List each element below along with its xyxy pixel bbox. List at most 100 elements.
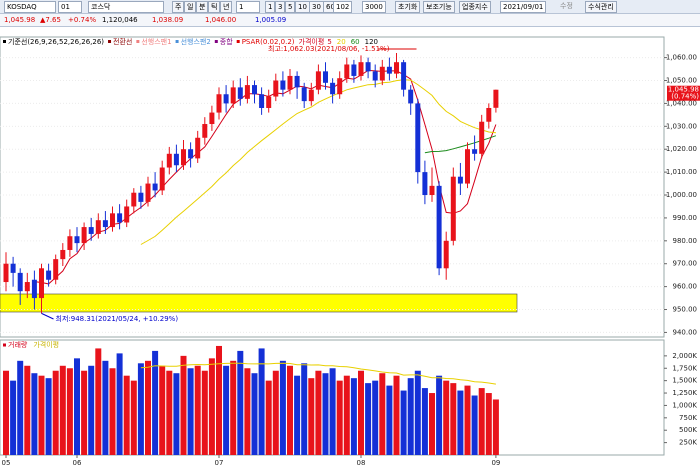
period-button[interactable]: 주 bbox=[172, 1, 185, 13]
code-input[interactable]: 01 bbox=[58, 1, 82, 13]
candle-body bbox=[188, 149, 194, 159]
minute-button[interactable]: 30 bbox=[309, 1, 324, 13]
minute-button[interactable]: 1 bbox=[265, 1, 276, 13]
v-tick-label: 1,750K bbox=[672, 364, 697, 372]
candle-body bbox=[301, 87, 307, 102]
tool-button[interactable]: 보조기능 bbox=[423, 1, 455, 13]
candle-body bbox=[216, 94, 222, 113]
candle-body bbox=[10, 263, 16, 273]
price-panel bbox=[0, 36, 665, 338]
formula-button[interactable]: 수식관리 bbox=[585, 1, 617, 13]
legend-swatch bbox=[108, 40, 112, 43]
candle-body bbox=[337, 78, 343, 95]
candle-body bbox=[31, 279, 37, 299]
legend-label: 가격이평 bbox=[299, 37, 325, 46]
volume-bar bbox=[109, 368, 116, 455]
candle-body bbox=[131, 192, 137, 207]
legend-label: 선행스팬1 bbox=[141, 37, 171, 46]
x-tick-label: 09 bbox=[491, 459, 500, 467]
volume-bar bbox=[393, 375, 400, 455]
volume-bar bbox=[429, 393, 435, 455]
candle-body bbox=[202, 124, 208, 138]
quote-low: 1,005.09 bbox=[255, 16, 287, 24]
candle-body bbox=[67, 236, 73, 250]
max-count[interactable]: 3000 bbox=[362, 1, 386, 13]
minute-button[interactable]: 5 bbox=[285, 1, 296, 13]
legend-label: 선행스팬2 bbox=[181, 37, 211, 46]
period-button[interactable]: 틱 bbox=[208, 1, 221, 13]
v-tick-label: 2,000K bbox=[672, 352, 697, 360]
legend-label: 종합 bbox=[220, 37, 233, 46]
last-price-tag bbox=[667, 85, 700, 101]
period-button[interactable]: 일 bbox=[184, 1, 197, 13]
interval-input[interactable]: 1 bbox=[236, 1, 260, 13]
candle-body bbox=[166, 153, 172, 168]
volume-bar bbox=[145, 360, 151, 455]
volume-bar bbox=[301, 363, 308, 455]
candle-body bbox=[60, 249, 66, 260]
volume-bar bbox=[308, 378, 315, 455]
volume-bar bbox=[24, 365, 31, 455]
candle-body bbox=[53, 259, 59, 280]
candle-body bbox=[181, 149, 186, 166]
candle-body bbox=[230, 87, 236, 104]
candle-body bbox=[46, 270, 52, 280]
candle-body bbox=[465, 149, 470, 184]
volume-bar bbox=[450, 383, 457, 455]
volume-bar bbox=[81, 370, 88, 455]
candle-body bbox=[273, 80, 279, 97]
y-tick-label: 960.00 bbox=[673, 283, 698, 291]
quote-last: 1,045.98 bbox=[4, 16, 36, 24]
volume-bar bbox=[272, 370, 279, 455]
volume-bar bbox=[223, 365, 230, 455]
toolbar: KOSDAQ 01 코스닥 주 일 분 틱 년 1 1 3 5 10 30 60 102 3000 초기화 보조기능… bbox=[0, 0, 700, 14]
candle-body bbox=[110, 213, 115, 228]
candle-body bbox=[330, 82, 336, 95]
candle-body bbox=[457, 176, 463, 184]
volume-bar bbox=[201, 370, 208, 455]
volume-bar bbox=[407, 378, 414, 455]
y-tick-label: 1,060.00 bbox=[666, 54, 697, 62]
minute-button[interactable]: 3 bbox=[275, 1, 286, 13]
count-input[interactable]: 102 bbox=[333, 1, 353, 13]
candle-body bbox=[81, 227, 87, 244]
candle-body bbox=[74, 236, 80, 244]
volume-bar bbox=[66, 368, 73, 455]
legend-label: 전환선 bbox=[113, 37, 132, 46]
candle-body bbox=[117, 213, 123, 223]
minute-button[interactable]: 10 bbox=[295, 1, 310, 13]
y-tick-label: 1,030.00 bbox=[666, 122, 697, 130]
volume-bar bbox=[230, 360, 237, 455]
tool-button[interactable]: 초기화 bbox=[395, 1, 421, 13]
volume-bar bbox=[464, 385, 471, 455]
volume-bar bbox=[414, 370, 421, 455]
y-tick-label: 1,040.00 bbox=[666, 99, 697, 107]
v-tick-label: 750K bbox=[679, 414, 697, 422]
period-button[interactable]: 년 bbox=[220, 1, 233, 13]
symbol-input[interactable]: KOSDAQ bbox=[4, 1, 56, 13]
highlight-box bbox=[0, 293, 518, 313]
y-tick-label: 1,020.00 bbox=[666, 145, 697, 153]
quote-pct: +0.74% bbox=[68, 16, 97, 24]
y-tick-label: 940.00 bbox=[673, 328, 698, 336]
y-tick-label: 980.00 bbox=[673, 237, 698, 245]
candle-body bbox=[280, 80, 286, 90]
candle-body bbox=[443, 240, 449, 269]
volume-bar bbox=[10, 380, 17, 455]
legend-ma: 60 bbox=[351, 38, 360, 46]
period-button[interactable]: 분 bbox=[196, 1, 209, 13]
volume-bar bbox=[3, 370, 9, 455]
tool-button[interactable]: 업종지수 bbox=[459, 1, 491, 13]
date-input[interactable]: 2021/09/01 bbox=[500, 1, 547, 13]
candle-body bbox=[266, 96, 272, 108]
candle-body bbox=[415, 103, 421, 173]
volume-bar bbox=[237, 350, 244, 455]
volume-bar bbox=[45, 378, 52, 455]
volume-bar bbox=[485, 393, 492, 455]
volume-bar bbox=[59, 365, 66, 455]
v-tick-label: 250K bbox=[679, 439, 697, 447]
candle-body bbox=[351, 64, 357, 76]
volume-bar bbox=[294, 375, 301, 455]
y-tick-label: 1,050.00 bbox=[666, 77, 697, 85]
market-name[interactable]: 코스닥 bbox=[88, 1, 164, 13]
